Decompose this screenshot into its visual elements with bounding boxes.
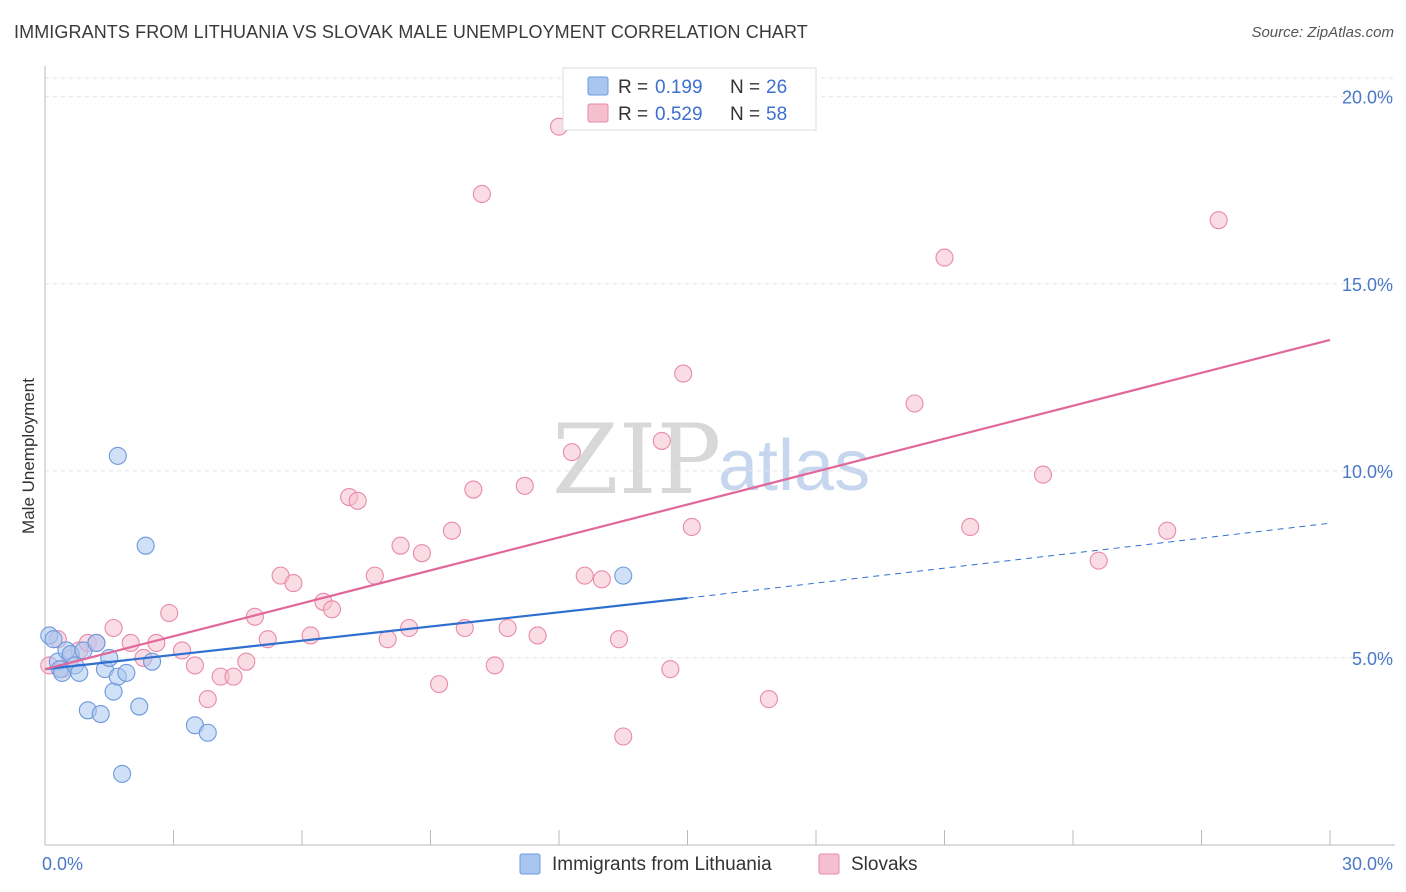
correlation-legend: R = 0.199 N = 26 R = 0.529 N = 58 [562,67,817,131]
slovaks-point [1089,551,1108,570]
lithuania-point [198,723,217,742]
lithuania-points [40,446,633,783]
slovaks-point [365,566,384,585]
series-legend: Immigrants from Lithuania Slovaks [519,853,918,875]
slovaks-point [905,394,924,413]
series-legend-swatch-slovaks [818,853,840,875]
slovaks-point [1209,211,1228,230]
slovaks-point [682,517,701,537]
legend-r-value-lithuania: 0.199 [655,77,703,98]
slovaks-point [1033,465,1053,484]
legend-r-value-slovaks: 0.529 [655,104,703,125]
legend-swatch-lithuania [587,76,609,96]
slovaks-point [160,603,179,623]
trend-lines [44,338,1331,671]
slovaks-point [759,690,778,709]
lithuania-point [87,633,106,653]
slovaks-point [674,364,693,383]
series-legend-label-lithuania: Immigrants from Lithuania [552,854,772,875]
legend-n-value-slovaks: 58 [766,104,787,125]
slovaks-point [609,630,629,649]
slovaks-point [391,536,410,555]
legend-n-label-slovaks: N = [730,104,760,125]
series-legend-swatch-lithuania [519,853,541,875]
y-axis-label: Male Unemployment [19,378,38,534]
lithuania-point [130,697,149,716]
slovaks-point [173,641,192,660]
chart-source: Source: ZipAtlas.com [1251,24,1394,41]
x-tick-label: 30.0% [1342,854,1393,874]
y-tick-label: 5.0% [1352,649,1393,669]
slovaks-point [198,690,217,709]
y-axis-label-group: Male Unemployment [19,378,38,534]
y-tick-label: 15.0% [1342,275,1393,295]
lithuania-point [113,764,132,783]
watermark-atlas: atlas [718,426,870,506]
lithuania-trend-line [44,596,688,671]
axes: 0.0% 30.0% [42,66,1395,874]
legend-swatch-slovaks [587,103,609,123]
y-tick-label: 20.0% [1342,88,1393,108]
slovaks-point [961,517,980,537]
lithuania-point [44,630,63,649]
legend-n-value-lithuania: 26 [766,77,787,98]
series-legend-label-slovaks: Slovaks [851,854,918,875]
lithuania-point [117,663,136,682]
slovaks-point [485,656,504,675]
slovaks-point [575,566,594,585]
slovaks-point [348,491,367,510]
slovaks-point [562,443,581,462]
legend-r-label-slovaks: R = [618,104,648,125]
slovaks-point [378,630,397,649]
slovaks-point [515,476,534,495]
legend-r-label-lithuania: R = [618,77,648,98]
slovaks-point [464,480,483,499]
lithuania-point [136,536,155,555]
gridlines: 5.0% 10.0% 15.0% 20.0% [45,77,1395,669]
y-tick-label: 10.0% [1342,462,1393,482]
slovaks-point [935,248,954,267]
slovaks-point [472,184,491,204]
slovaks-point [224,667,243,686]
slovaks-point [614,727,633,746]
slovaks-point [284,574,303,593]
slovaks-point [237,652,256,671]
slovaks-point [661,660,680,679]
lithuania-trend-extension [687,522,1331,599]
slovaks-point [652,431,671,450]
lithuania-point [108,446,127,465]
x-tick-label: 0.0% [42,854,83,874]
legend-n-label-lithuania: N = [730,77,760,98]
watermark-zip: ZIP [552,404,721,516]
slovaks-point [442,521,461,540]
slovaks-point [322,600,342,619]
slovaks-point [592,570,611,589]
slovaks-point [498,618,517,638]
slovaks-point [1158,521,1177,540]
slovaks-point [430,675,449,694]
lithuania-point [91,704,110,724]
slovaks-point [412,544,431,563]
lithuania-point [614,566,633,585]
watermark: ZIP atlas [552,404,870,516]
chart-title: IMMIGRANTS FROM LITHUANIA VS SLOVAK MALE… [14,22,808,42]
slovaks-point [104,618,123,638]
slovaks-trend-line [44,338,1331,671]
slovaks-point [528,626,547,645]
slovaks-point [185,656,204,675]
lithuania-point [104,682,123,701]
